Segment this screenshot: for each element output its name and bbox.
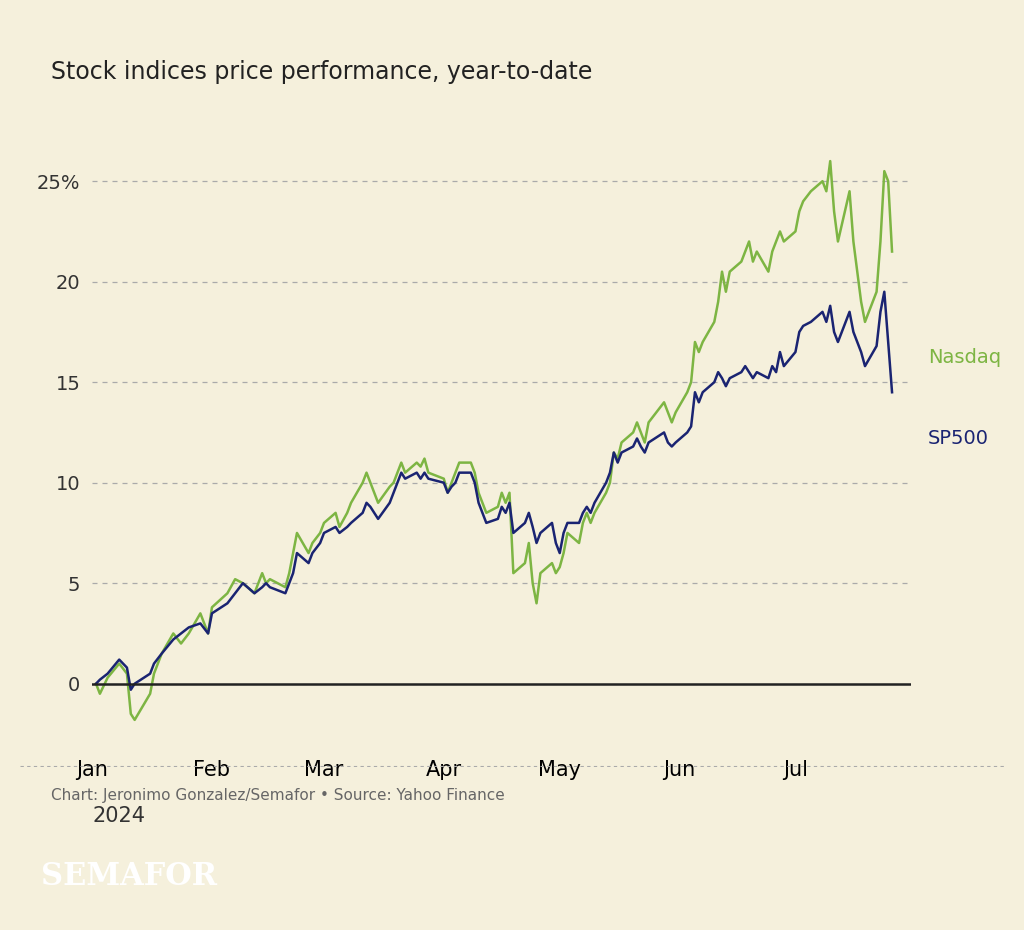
Text: SEMAFOR: SEMAFOR	[41, 861, 217, 892]
Text: 2024: 2024	[92, 806, 145, 827]
Text: SP500: SP500	[928, 429, 989, 448]
Text: Stock indices price performance, year-to-date: Stock indices price performance, year-to…	[51, 60, 593, 84]
Text: Nasdaq: Nasdaq	[928, 348, 1000, 367]
Text: Chart: Jeronimo Gonzalez/Semafor • Source: Yahoo Finance: Chart: Jeronimo Gonzalez/Semafor • Sourc…	[51, 788, 505, 803]
